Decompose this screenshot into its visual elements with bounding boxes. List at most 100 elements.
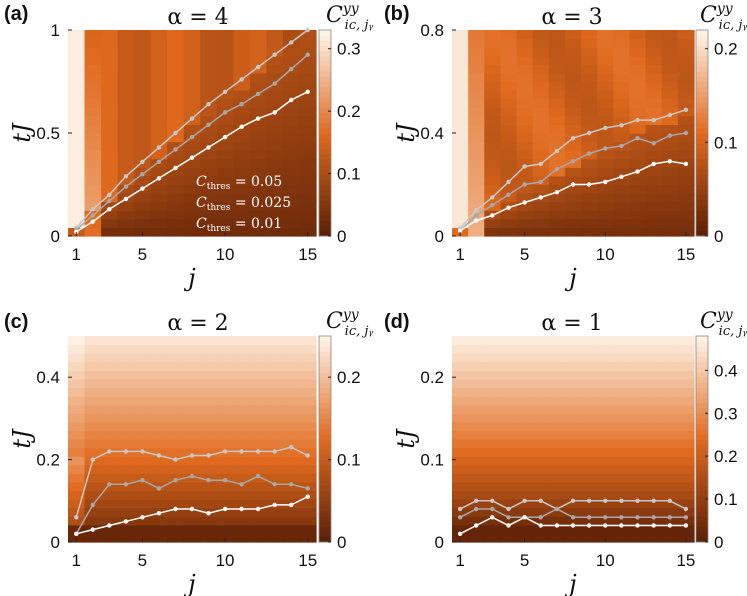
heatmap-cell	[452, 115, 469, 126]
heatmap-cell	[597, 464, 614, 474]
heatmap-cell	[134, 361, 152, 371]
heatmap-cell	[200, 473, 218, 483]
heatmap-cell	[661, 378, 679, 389]
colorbar-swatch	[696, 444, 708, 450]
heatmap-cell	[299, 456, 317, 466]
heatmap-cell	[468, 72, 485, 83]
heatmap-cell	[548, 107, 566, 117]
heatmap-cell	[216, 456, 234, 466]
colorbar-swatch	[319, 351, 331, 358]
heatmap-cell	[84, 447, 102, 457]
heatmap-cell	[68, 98, 86, 108]
heatmap-cell	[677, 370, 695, 380]
threshold-point	[239, 102, 244, 107]
threshold-point	[239, 77, 244, 82]
heatmap-cell	[101, 90, 119, 100]
heatmap-cell	[266, 124, 284, 134]
heatmap-cell	[468, 524, 485, 535]
heatmap-cell	[484, 55, 501, 65]
heatmap-cell	[661, 387, 679, 397]
colorbar-swatch	[696, 117, 708, 124]
heatmap-cell	[150, 439, 168, 449]
heatmap-cell	[299, 413, 317, 423]
heatmap-cell	[677, 98, 695, 108]
heatmap-cell	[661, 210, 679, 220]
heatmap-cell	[468, 98, 485, 108]
heatmap-cell	[564, 124, 582, 134]
heatmap-cell	[282, 218, 301, 229]
heatmap-cell	[597, 490, 614, 500]
heatmap-cell	[134, 133, 152, 143]
heatmap-cell	[468, 499, 485, 509]
heatmap-cell	[484, 184, 501, 194]
heatmap-cell	[68, 404, 86, 414]
heatmap-cell	[233, 370, 251, 380]
heatmap-cell	[134, 413, 152, 423]
threshold-point	[635, 136, 640, 141]
heatmap-cell	[564, 456, 582, 466]
heatmap-cell	[564, 150, 582, 160]
heatmap-cell	[183, 47, 201, 57]
heatmap-cell	[532, 115, 550, 126]
heatmap-cell	[516, 507, 534, 517]
colorbar-swatch	[319, 531, 331, 538]
heatmap-cell	[282, 533, 301, 543]
heatmap-cell	[200, 107, 218, 117]
heatmap-cell	[68, 378, 86, 389]
heatmap-cell	[468, 201, 485, 211]
heatmap-cell	[500, 353, 518, 363]
heatmap-cell	[216, 439, 234, 449]
heatmap-cell	[183, 490, 201, 500]
heatmap-cell	[68, 370, 86, 380]
heatmap-cell	[167, 193, 185, 203]
heatmap-cell	[183, 158, 201, 168]
heatmap-cell	[216, 124, 234, 134]
colorbar-swatch	[696, 50, 708, 57]
heatmap-cell	[452, 353, 469, 363]
heatmap-cell	[282, 227, 301, 237]
heatmap-cell	[84, 30, 102, 40]
threshold-point	[206, 478, 211, 483]
heatmap-cell	[484, 516, 501, 526]
heatmap-cell	[581, 133, 598, 143]
heatmap-cell	[661, 55, 679, 65]
colorbar-swatch	[319, 346, 331, 352]
threshold-point	[570, 159, 576, 164]
heatmap-cell	[484, 124, 501, 134]
colorbar-swatch	[696, 215, 708, 222]
heatmap-cell	[233, 141, 251, 151]
colorbar-swatch	[696, 45, 708, 52]
heatmap-cell	[117, 72, 135, 83]
x-axis-label: j	[564, 570, 577, 596]
threshold-point	[506, 205, 511, 210]
colorbar-swatch	[696, 91, 708, 98]
heatmap-cell	[613, 473, 631, 483]
panel-title: α = 1	[541, 311, 602, 336]
heatmap-cell	[581, 481, 598, 492]
heatmap-cell	[597, 210, 614, 220]
threshold-point	[239, 124, 244, 129]
heatmap-cell	[68, 361, 86, 371]
threshold-point	[490, 506, 495, 512]
threshold-point	[474, 498, 479, 503]
heatmap-cell	[266, 98, 284, 108]
heatmap-cell	[597, 218, 614, 229]
heatmap-cell	[629, 344, 647, 354]
heatmap-cell	[500, 464, 518, 474]
heatmap-cell	[597, 421, 614, 432]
colorbar-swatch	[319, 112, 331, 119]
colorbar-swatch	[319, 66, 331, 72]
heatmap-cell	[200, 344, 218, 354]
heatmap-cell	[249, 218, 267, 229]
heatmap-cell	[484, 353, 501, 363]
threshold-point	[554, 148, 560, 154]
heatmap-cell	[200, 336, 218, 346]
heatmap-cell	[167, 404, 185, 414]
heatmap-cell	[233, 361, 251, 371]
heatmap-cell	[613, 90, 631, 100]
heatmap-cell	[101, 47, 119, 57]
heatmap-cell	[452, 387, 469, 397]
heatmap-cell	[167, 141, 185, 151]
heatmap-cell	[266, 421, 284, 432]
heatmap-cell	[548, 533, 566, 543]
